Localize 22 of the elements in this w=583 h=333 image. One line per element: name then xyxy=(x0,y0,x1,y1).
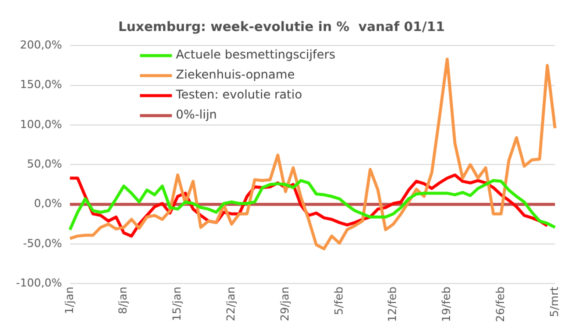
x-tick-label: 22/jan xyxy=(224,286,238,322)
x-tick-label: 29/jan xyxy=(278,286,292,322)
y-tick-label: 50,0% xyxy=(26,157,62,170)
y-tick-label: -100,0% xyxy=(16,276,62,290)
chart-title: Luxemburg: week-evolutie in % vanaf 01/11 xyxy=(118,20,445,36)
y-tick-label: 200,0% xyxy=(20,38,62,52)
x-tick-label: 19/feb xyxy=(440,286,454,322)
x-tick-label: 8/jan xyxy=(116,286,130,314)
legend-label: Ziekenhuis-opname xyxy=(176,68,295,82)
x-tick-label: 26/feb xyxy=(494,286,507,322)
y-tick-label: -50,0% xyxy=(22,236,62,250)
x-tick-label: 5/mrt xyxy=(548,286,561,317)
y-tick-label: 100,0% xyxy=(20,118,62,131)
y-tick-label: 150,0% xyxy=(20,78,62,92)
x-tick-label: 15/jan xyxy=(170,286,184,322)
y-tick-label: 0,0% xyxy=(34,197,62,210)
x-tick-label: 5/feb xyxy=(332,286,346,315)
x-tick-label: 12/feb xyxy=(386,286,400,322)
legend-label: Testen: evolutie ratio xyxy=(174,88,302,102)
legend-label: Actuele besmettingscijfers xyxy=(176,48,336,62)
x-tick-label: 1/jan xyxy=(62,286,76,314)
legend-label: 0%-lijn xyxy=(176,108,217,122)
